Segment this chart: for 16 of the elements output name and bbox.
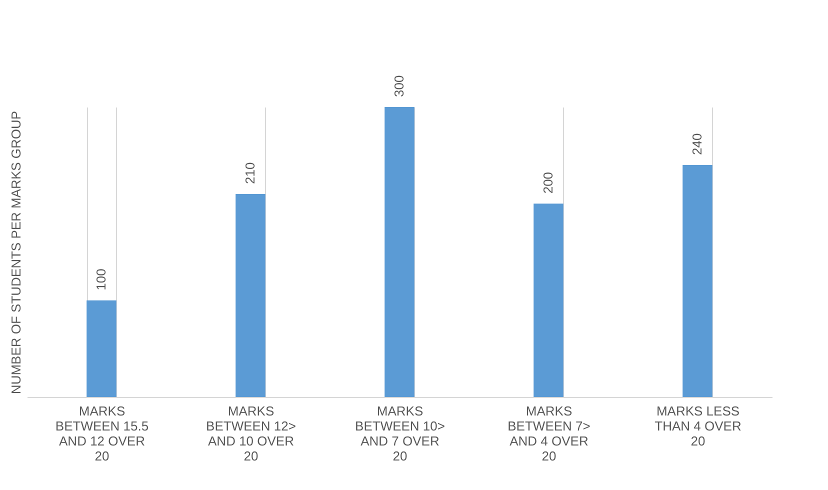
x-tick-label: MARKS BETWEEN 7> AND 4 OVER 20 [508, 404, 590, 464]
y-axis-title: NUMBER OF STUDENTS PER MARKS GROUP [8, 110, 24, 394]
x-tick-label: MARKS BETWEEN 12> AND 10 OVER 20 [206, 404, 296, 464]
x-tick-label: MARKS LESS THAN 4 OVER 20 [654, 404, 742, 448]
x-tick-label: MARKS BETWEEN 15.5 AND 12 OVER 20 [55, 404, 149, 464]
bar [384, 107, 414, 397]
data-label: 300 [392, 75, 406, 97]
data-label: 240 [690, 133, 704, 155]
data-label: 100 [94, 268, 108, 290]
bar [534, 204, 564, 397]
data-label: 210 [242, 162, 258, 184]
x-tick-label: MARKS BETWEEN 10> AND 7 OVER 20 [355, 404, 445, 464]
data-label: 200 [540, 172, 556, 194]
bar [236, 194, 266, 397]
bar [86, 300, 116, 397]
bar [682, 165, 712, 397]
